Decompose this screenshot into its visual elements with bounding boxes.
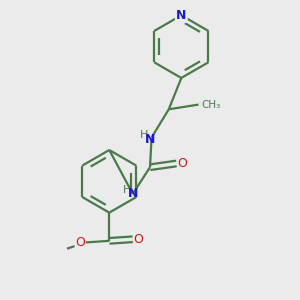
Text: O: O [75, 236, 85, 249]
Text: H: H [123, 185, 131, 195]
Text: O: O [134, 233, 143, 246]
Text: CH₃: CH₃ [201, 100, 220, 110]
Text: N: N [128, 188, 138, 200]
Text: H: H [140, 130, 148, 140]
Text: O: O [177, 157, 187, 170]
Text: N: N [145, 133, 155, 146]
Text: N: N [176, 9, 187, 22]
